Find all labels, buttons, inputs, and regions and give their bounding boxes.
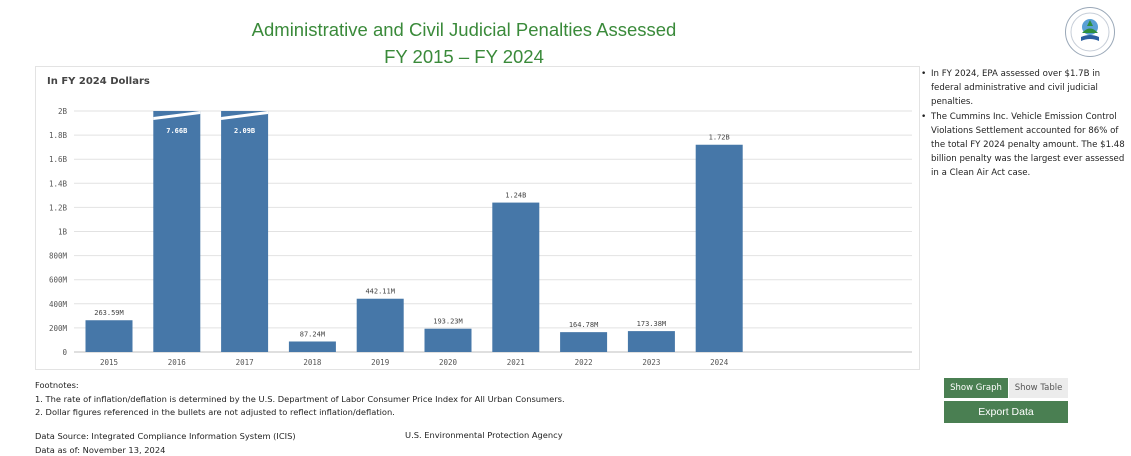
x-tick-label: 2019 <box>371 358 389 367</box>
epa-seal-icon <box>1065 7 1115 57</box>
bullet-item: In FY 2024, EPA assessed over $1.7B in f… <box>920 67 1128 110</box>
unit-label: In FY 2024 Dollars <box>47 76 150 87</box>
y-tick-label: 1.4B <box>49 179 68 188</box>
summary-bullets: In FY 2024, EPA assessed over $1.7B in f… <box>920 67 1128 181</box>
data-source-label: Data Source: Integrated Compliance Infor… <box>35 431 296 441</box>
bar <box>221 111 269 352</box>
x-tick-label: 2024 <box>710 358 729 367</box>
data-label: 1.72B <box>709 134 730 142</box>
data-label: 173.38M <box>637 320 667 328</box>
bar <box>85 320 133 352</box>
data-label: 7.66B <box>166 127 187 135</box>
bar-break-mark <box>221 111 269 120</box>
y-tick-label: 1.2B <box>49 203 68 212</box>
y-tick-label: 600M <box>49 276 68 285</box>
agency-name: U.S. Environmental Protection Agency <box>405 430 563 440</box>
bar <box>424 328 472 352</box>
bar <box>627 331 675 352</box>
x-tick-label: 2016 <box>168 358 187 367</box>
y-tick-label: 0 <box>62 348 67 357</box>
chart-title: Administrative and Civil Judicial Penalt… <box>230 16 698 70</box>
bar <box>695 144 743 352</box>
data-label: 193.23M <box>433 318 463 326</box>
x-tick-label: 2023 <box>642 358 660 367</box>
y-tick-label: 1.6B <box>49 155 68 164</box>
y-tick-label: 1.8B <box>49 131 68 140</box>
footnote-item: 1. The rate of inflation/deflation is de… <box>35 393 565 404</box>
show-table-button[interactable]: Show Table <box>1009 378 1068 398</box>
footnotes: Footnotes: 1. The rate of inflation/defl… <box>35 379 565 420</box>
y-tick-label: 400M <box>49 300 68 309</box>
x-tick-label: 2018 <box>303 358 322 367</box>
y-tick-label: 1B <box>58 228 68 237</box>
bar <box>356 298 404 352</box>
data-label: 164.78M <box>569 321 599 329</box>
export-data-button[interactable]: Export Data <box>944 401 1068 423</box>
x-tick-label: 2015 <box>100 358 118 367</box>
bullet-item: The Cummins Inc. Vehicle Emission Contro… <box>920 110 1128 181</box>
chart-title-line2: FY 2015 – FY 2024 <box>384 46 544 67</box>
bar <box>153 111 201 352</box>
footnote-item: 2. Dollar figures referenced in the bull… <box>35 407 395 417</box>
chart-title-line1: Administrative and Civil Judicial Penalt… <box>251 19 677 40</box>
data-label: 87.24M <box>300 330 325 338</box>
data-label: 1.24B <box>505 192 526 200</box>
data-label: 263.59M <box>94 309 124 317</box>
y-tick-label: 2B <box>58 107 68 116</box>
y-tick-label: 800M <box>49 252 68 261</box>
data-label: 442.11M <box>365 288 395 296</box>
x-tick-label: 2017 <box>236 358 254 367</box>
data-label: 2.09B <box>234 127 255 135</box>
x-tick-label: 2021 <box>507 358 525 367</box>
data-source: Data Source: Integrated Compliance Infor… <box>35 430 296 456</box>
show-graph-button[interactable]: Show Graph <box>944 378 1008 398</box>
data-as-of: Data as of: November 13, 2024 <box>35 444 166 455</box>
bar <box>288 341 336 352</box>
footnotes-heading: Footnotes: <box>35 380 79 390</box>
bar <box>560 332 608 352</box>
y-tick-label: 200M <box>49 324 68 333</box>
x-tick-label: 2022 <box>575 358 593 367</box>
bar <box>492 202 540 352</box>
bar-break-mark <box>153 111 201 120</box>
x-tick-label: 2020 <box>439 358 458 367</box>
